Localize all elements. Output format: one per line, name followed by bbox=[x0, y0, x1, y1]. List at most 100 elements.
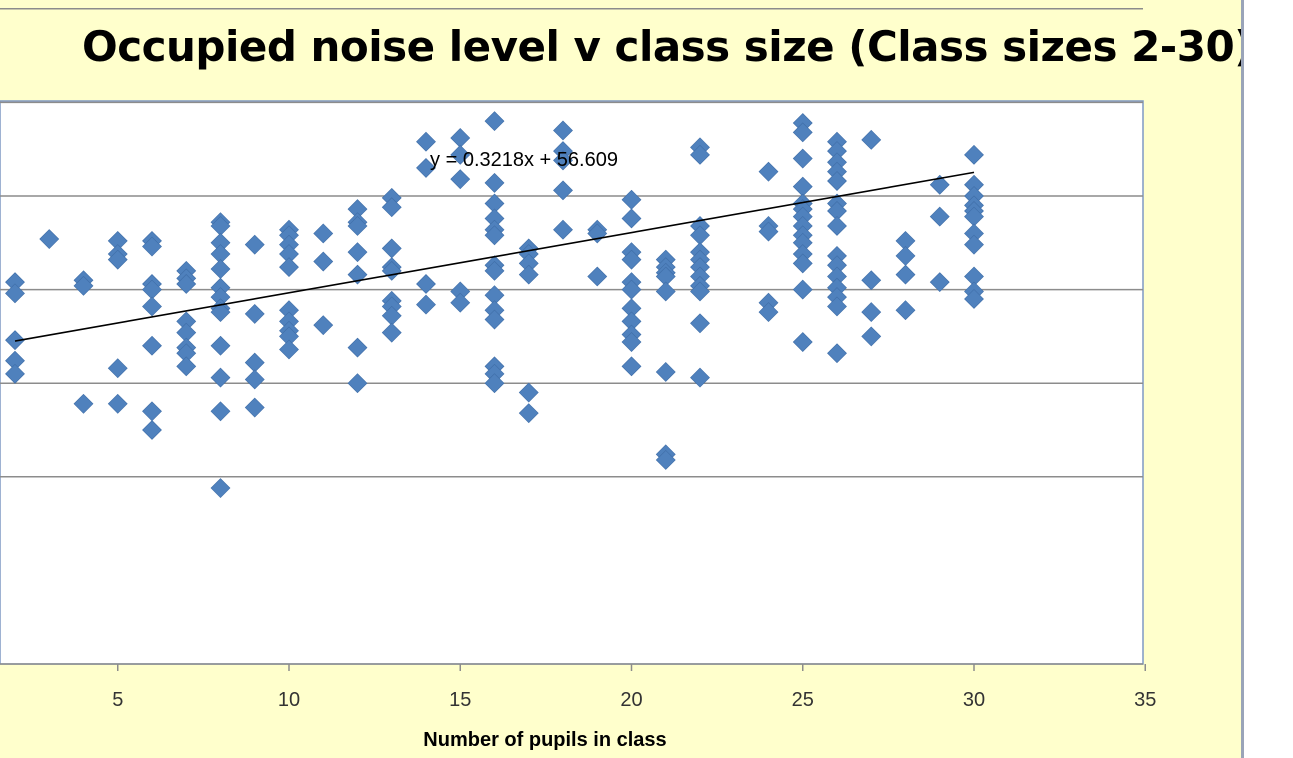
data-point bbox=[347, 373, 368, 394]
data-point bbox=[176, 356, 197, 377]
data-point bbox=[518, 382, 539, 403]
data-point bbox=[621, 249, 642, 270]
data-point bbox=[587, 266, 608, 287]
data-point bbox=[518, 264, 539, 285]
data-point bbox=[484, 260, 505, 281]
data-point bbox=[107, 358, 128, 379]
data-point bbox=[484, 309, 505, 330]
data-point bbox=[929, 272, 950, 293]
data-point bbox=[621, 332, 642, 352]
data-point bbox=[553, 219, 573, 240]
data-point bbox=[142, 335, 162, 356]
data-point bbox=[313, 251, 334, 272]
data-point bbox=[142, 296, 162, 317]
data-point bbox=[758, 161, 779, 182]
data-point bbox=[142, 420, 162, 440]
data-point bbox=[244, 369, 265, 390]
data-point bbox=[484, 225, 505, 246]
right-blank-panel bbox=[1244, 0, 1293, 758]
data-point bbox=[279, 257, 299, 278]
data-point bbox=[5, 283, 25, 304]
data-point bbox=[416, 131, 436, 152]
data-point bbox=[416, 294, 436, 315]
data-point bbox=[827, 216, 847, 236]
data-point bbox=[827, 343, 847, 364]
data-point bbox=[690, 367, 710, 388]
data-point bbox=[484, 172, 505, 193]
data-point bbox=[690, 281, 710, 302]
data-point bbox=[450, 144, 471, 165]
data-point bbox=[142, 236, 162, 257]
data-point bbox=[553, 180, 573, 201]
x-tick-label-10: 10 bbox=[278, 689, 300, 711]
data-point bbox=[347, 216, 368, 236]
data-point bbox=[313, 223, 334, 244]
data-point bbox=[484, 373, 505, 394]
data-point bbox=[758, 302, 779, 322]
data-point bbox=[39, 229, 60, 249]
data-point bbox=[347, 242, 368, 263]
data-point bbox=[210, 401, 231, 422]
data-point bbox=[107, 393, 128, 414]
data-point bbox=[553, 120, 573, 141]
data-point bbox=[484, 111, 505, 132]
data-point bbox=[758, 221, 779, 242]
data-point bbox=[792, 122, 813, 143]
data-point bbox=[655, 362, 676, 382]
data-point bbox=[347, 337, 368, 358]
data-point bbox=[964, 144, 984, 165]
data-point bbox=[416, 157, 436, 178]
x-tick-label-35: 35 bbox=[1134, 689, 1156, 711]
x-tick-label-20: 20 bbox=[620, 689, 642, 711]
x-axis-title: Number of pupils in class bbox=[423, 729, 666, 751]
data-point bbox=[244, 304, 265, 324]
data-point bbox=[621, 356, 642, 377]
data-point bbox=[861, 129, 882, 150]
data-point bbox=[450, 169, 471, 190]
data-point bbox=[210, 478, 231, 498]
data-point bbox=[210, 302, 231, 322]
data-point bbox=[553, 150, 573, 171]
data-point bbox=[518, 403, 539, 424]
data-point bbox=[792, 279, 813, 300]
data-point bbox=[416, 274, 436, 294]
trendline-group bbox=[14, 171, 975, 342]
data-point bbox=[827, 296, 847, 317]
data-point bbox=[313, 315, 334, 336]
data-point bbox=[827, 171, 847, 191]
data-point bbox=[792, 332, 813, 352]
data-point bbox=[5, 363, 25, 384]
x-tick-label-5: 5 bbox=[112, 689, 123, 711]
trendline bbox=[14, 171, 975, 342]
data-points bbox=[5, 111, 984, 498]
data-point bbox=[861, 270, 882, 291]
data-point bbox=[690, 313, 710, 334]
chart-svg: 5 10 15 20 25 30 35 y = 0.3218x + 56.609 Numbe… bbox=[0, 8, 1156, 751]
data-point bbox=[176, 274, 197, 294]
data-point bbox=[244, 234, 265, 255]
x-tick-label-30: 30 bbox=[963, 689, 985, 711]
data-point bbox=[73, 393, 94, 414]
gridlines bbox=[0, 8, 1143, 478]
data-point bbox=[895, 264, 916, 285]
data-point bbox=[621, 208, 642, 229]
data-point bbox=[210, 335, 231, 356]
data-point bbox=[929, 206, 950, 227]
data-point bbox=[690, 144, 710, 165]
data-point bbox=[107, 249, 128, 270]
data-point bbox=[861, 326, 882, 347]
data-point bbox=[964, 289, 984, 309]
data-point bbox=[381, 322, 402, 343]
data-point bbox=[792, 253, 813, 274]
data-point bbox=[244, 397, 265, 418]
data-point bbox=[381, 197, 402, 218]
x-tick-label-15: 15 bbox=[449, 689, 471, 711]
x-axis: 5 10 15 20 25 30 35 bbox=[0, 663, 1156, 711]
data-point bbox=[210, 367, 231, 388]
data-point bbox=[655, 281, 676, 302]
data-point bbox=[655, 450, 676, 470]
right-border-strip bbox=[1241, 0, 1244, 758]
data-point bbox=[895, 300, 916, 321]
data-point bbox=[5, 330, 25, 351]
data-point bbox=[964, 234, 984, 255]
